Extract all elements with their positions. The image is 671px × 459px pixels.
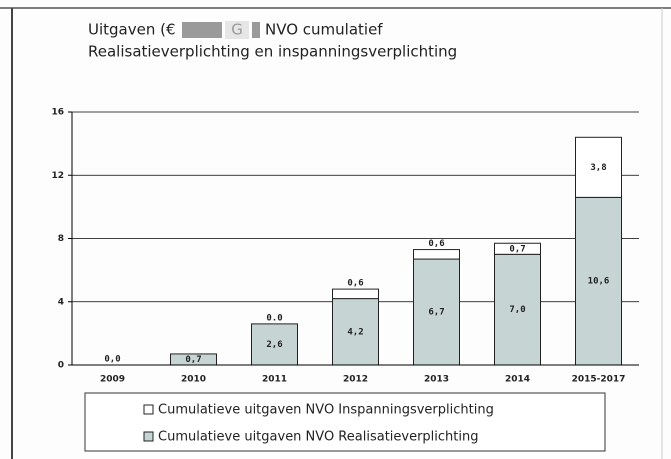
value-label: 10,6	[588, 277, 610, 287]
x-tick-label: 2013	[424, 375, 449, 385]
value-label: 0,6	[347, 279, 363, 289]
x-tick-label: 2010	[181, 375, 206, 385]
x-tick-label: 2011	[262, 375, 287, 385]
value-label: 0.0	[266, 313, 282, 323]
bar-segment	[413, 249, 460, 260]
value-label: 0,6	[428, 239, 444, 249]
bar-segment	[251, 323, 298, 366]
bar-segment	[413, 258, 460, 366]
value-label: 4,2	[347, 327, 363, 337]
bar-segment	[494, 242, 541, 255]
bar-segment	[332, 288, 379, 300]
chart-title: Uitgaven (€	[88, 21, 176, 39]
value-label: 6,7	[428, 308, 444, 318]
y-tick-label: 4	[58, 297, 64, 307]
redaction	[225, 21, 249, 39]
value-label: 0,0	[104, 355, 120, 365]
value-label: 0,7	[509, 244, 525, 254]
redaction	[252, 22, 260, 38]
legend-swatch	[143, 431, 154, 442]
redaction	[182, 22, 222, 38]
x-tick-label: 2015-2017	[572, 375, 626, 385]
chart-subtitle: Realisatieverplichting en inspanningsver…	[88, 43, 457, 61]
legend-box	[84, 392, 606, 452]
legend-label: Cumulatieve uitgaven NVO Inspanningsverp…	[158, 403, 494, 418]
chart-title: G	[231, 21, 243, 39]
value-label: 3,8	[590, 163, 606, 173]
value-label: 7,0	[509, 305, 525, 315]
y-tick-label: 8	[58, 234, 64, 244]
y-tick-label: 12	[51, 171, 64, 181]
value-label: 2,6	[266, 340, 282, 350]
legend-label: Cumulatieve uitgaven NVO Realisatieverpl…	[158, 430, 479, 445]
x-tick-label: 2009	[100, 375, 125, 385]
x-tick-label: 2012	[343, 375, 368, 385]
bar-segment	[575, 136, 622, 198]
x-tick-label: 2014	[505, 375, 530, 385]
y-tick-label: 0	[58, 361, 64, 371]
chart-title: NVO cumulatief	[265, 21, 383, 39]
y-tick-label: 16	[51, 108, 64, 118]
legend-swatch	[143, 404, 154, 415]
value-label: 0,7	[185, 355, 201, 365]
